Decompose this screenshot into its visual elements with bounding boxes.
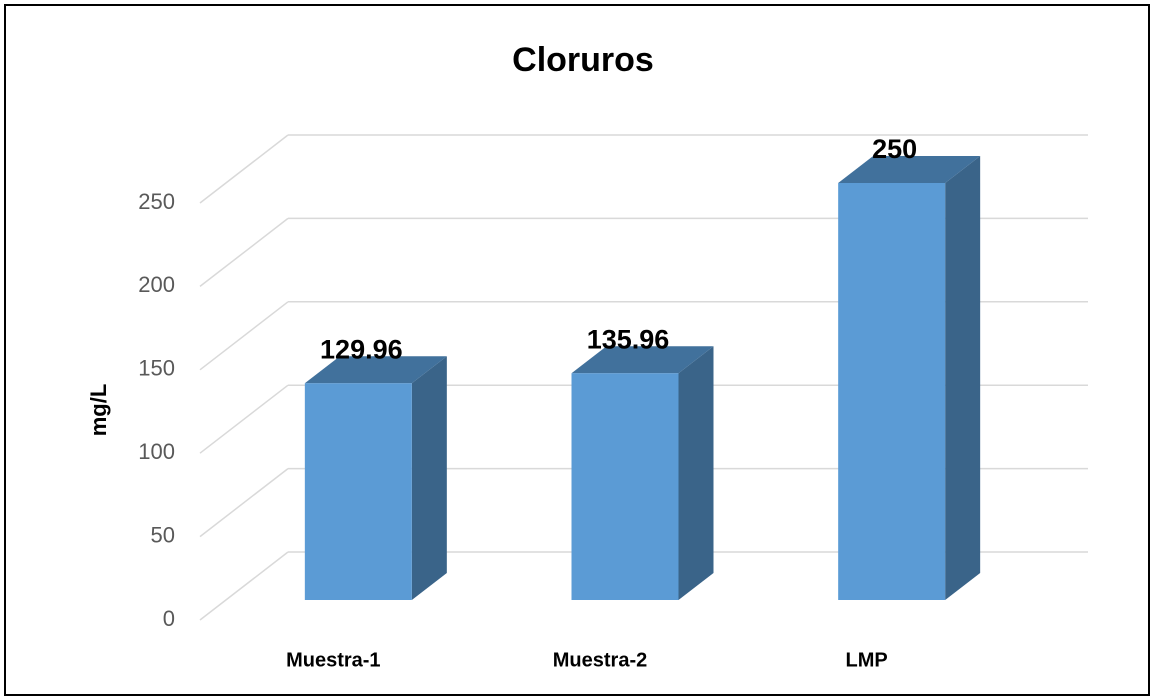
bar-side — [411, 356, 447, 600]
value-label: 250 — [872, 134, 917, 164]
x-tick-label: Muestra-1 — [286, 649, 380, 671]
bar — [571, 373, 679, 600]
y-tick-label: 150 — [138, 356, 175, 381]
y-tick-label: 50 — [151, 522, 175, 547]
x-tick-label: Muestra-2 — [553, 649, 647, 671]
bar-top — [571, 346, 714, 374]
y-tick-label: 250 — [138, 189, 175, 214]
value-label: 129.96 — [320, 334, 403, 364]
bar-top — [838, 156, 981, 183]
chart-title: Cloruros — [512, 41, 654, 79]
y-tick-label: 200 — [138, 272, 175, 297]
grid-diagonal — [199, 384, 289, 454]
value-label: 135.96 — [587, 324, 670, 354]
bar-top — [304, 356, 447, 384]
y-tick-label: 0 — [163, 606, 175, 631]
bar — [838, 183, 946, 600]
grid-diagonal — [199, 301, 289, 371]
grid-diagonal — [199, 217, 289, 287]
x-tick-label: LMP — [846, 649, 888, 671]
y-tick-label: 100 — [138, 439, 175, 464]
grid-diagonal — [199, 134, 289, 204]
bar-side — [678, 346, 714, 600]
bar — [304, 383, 412, 600]
y-axis-label: mg/L — [86, 384, 111, 437]
grid-diagonal — [199, 468, 289, 538]
bar-side — [945, 156, 981, 600]
grid-diagonal — [199, 551, 289, 621]
